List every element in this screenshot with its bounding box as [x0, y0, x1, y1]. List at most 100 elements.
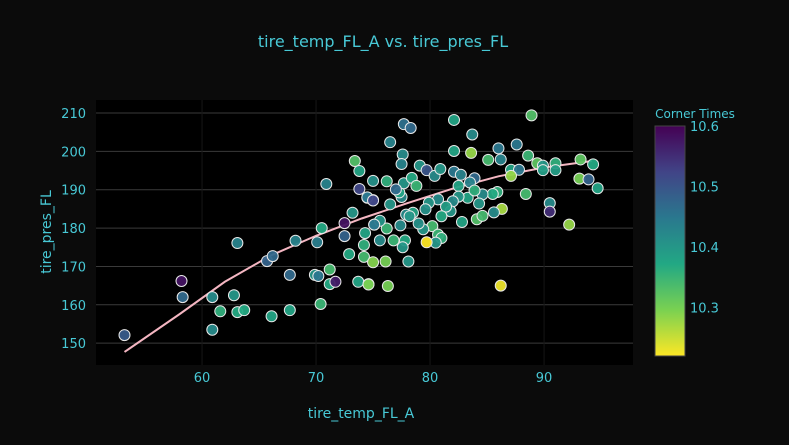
colorbar-tick-label: 10.5: [690, 181, 719, 196]
colorbar-title: Corner Times: [655, 107, 735, 121]
data-point: [338, 217, 351, 230]
data-point: [359, 227, 372, 240]
colorbar-tick-label: 10.3: [690, 302, 719, 317]
data-point: [486, 187, 499, 200]
data-point: [412, 217, 425, 230]
data-point: [448, 145, 460, 158]
data-point: [320, 177, 333, 190]
colorbar: [654, 125, 686, 357]
data-point: [476, 209, 489, 222]
data-point: [494, 279, 507, 292]
x-tick-label: 90: [536, 371, 553, 386]
data-point: [543, 205, 556, 218]
chart-title: tire_temp_FL_A vs. tire_pres_FL: [258, 32, 508, 52]
data-point: [492, 142, 505, 155]
data-point: [353, 182, 366, 195]
y-tick-label: 200: [61, 145, 86, 160]
data-point: [266, 250, 279, 263]
data-point: [283, 268, 296, 281]
data-point: [379, 255, 392, 268]
data-point: [494, 153, 507, 166]
y-tick-label: 150: [61, 337, 86, 352]
data-point: [227, 289, 240, 302]
y-axis-label: tire_pres_FL: [39, 190, 55, 274]
data-point: [563, 218, 576, 231]
data-point: [403, 210, 416, 223]
data-point: [343, 248, 356, 261]
x-tick-label: 60: [194, 371, 211, 386]
data-point: [289, 234, 302, 247]
data-point: [465, 146, 478, 159]
data-point: [380, 175, 393, 188]
data-point: [283, 304, 296, 317]
data-point: [329, 275, 342, 288]
data-point: [519, 187, 532, 200]
data-point: [549, 164, 562, 177]
data-point: [582, 173, 595, 186]
data-point: [454, 168, 467, 181]
data-point: [118, 329, 131, 342]
data-point: [323, 263, 336, 276]
data-point: [384, 136, 397, 149]
data-point: [176, 291, 189, 304]
data-point: [435, 210, 448, 223]
data-point: [352, 275, 365, 288]
data-point: [434, 163, 447, 176]
data-point: [396, 241, 409, 254]
data-point: [420, 236, 433, 249]
data-point: [587, 158, 600, 171]
data-point: [381, 279, 394, 292]
x-tick-label: 70: [308, 371, 325, 386]
data-point: [448, 113, 460, 126]
data-point: [512, 163, 525, 176]
data-point: [468, 184, 481, 197]
data-point: [510, 138, 523, 151]
data-point: [395, 158, 408, 171]
data-point: [440, 200, 453, 213]
data-point: [473, 197, 486, 210]
data-point: [525, 109, 538, 122]
data-point: [362, 278, 375, 291]
colorbar-tick-label: 10.6: [690, 120, 719, 135]
data-point: [312, 270, 325, 283]
data-point: [206, 323, 219, 336]
data-point: [353, 164, 366, 177]
data-point: [505, 169, 518, 182]
y-tick-label: 180: [61, 222, 86, 237]
data-point: [419, 203, 432, 216]
data-point: [522, 149, 535, 162]
data-point: [338, 230, 351, 243]
data-point: [591, 182, 604, 195]
data-point: [455, 215, 468, 228]
x-tick-label: 80: [422, 371, 439, 386]
data-point: [368, 218, 381, 231]
data-point: [214, 305, 227, 318]
y-tick-label: 170: [61, 260, 86, 275]
data-point: [314, 298, 327, 311]
data-point: [238, 304, 251, 317]
data-point: [373, 234, 386, 247]
colorbar-tick-label: 10.4: [690, 241, 719, 256]
y-tick-label: 160: [61, 299, 86, 314]
data-point: [574, 153, 587, 166]
data-point: [387, 234, 400, 247]
data-point: [466, 128, 479, 141]
data-point: [380, 222, 393, 235]
x-axis-label: tire_temp_FL_A: [308, 406, 415, 422]
data-point: [536, 164, 549, 177]
data-point: [265, 310, 278, 323]
data-point: [357, 238, 370, 251]
data-point: [367, 194, 380, 207]
data-point: [487, 206, 500, 219]
data-point: [402, 255, 415, 268]
data-point: [384, 198, 397, 211]
y-tick-label: 210: [61, 107, 86, 122]
data-point: [175, 275, 188, 288]
data-point: [357, 250, 370, 263]
data-point: [346, 206, 359, 219]
data-point: [311, 236, 324, 249]
data-point: [367, 174, 380, 187]
data-point: [389, 183, 402, 196]
data-point: [404, 121, 417, 134]
